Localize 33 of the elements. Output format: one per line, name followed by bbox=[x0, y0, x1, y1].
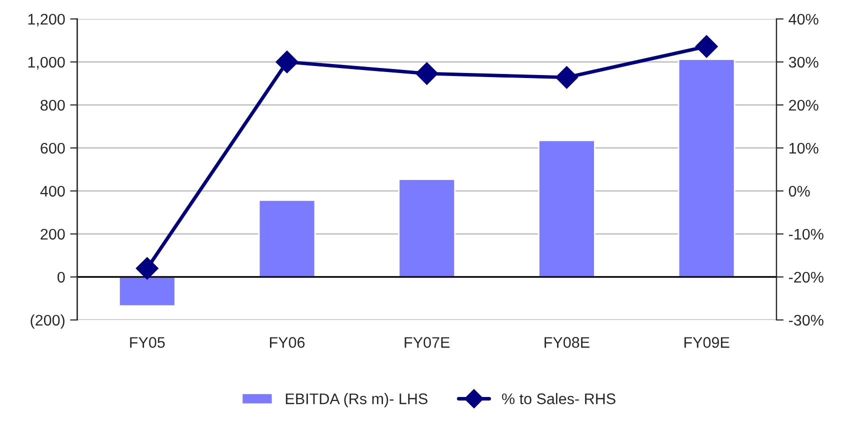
y2-tick-label: 10% bbox=[789, 142, 818, 154]
point bbox=[555, 66, 578, 89]
bar bbox=[398, 178, 456, 278]
bar bbox=[678, 58, 736, 278]
y2-tick-label: 20% bbox=[789, 100, 818, 111]
legend-label: EBITDA (Rs m)- LHS bbox=[286, 393, 428, 408]
y2-tick-label: 0% bbox=[788, 186, 810, 197]
point bbox=[416, 62, 438, 85]
y-tick-label: 200 bbox=[40, 228, 65, 240]
point bbox=[136, 257, 158, 280]
bar bbox=[538, 140, 596, 278]
y2-tick-label: -20% bbox=[788, 272, 824, 283]
x-tick-label: FY06 bbox=[270, 337, 305, 348]
y-tick-label: 600 bbox=[40, 142, 65, 154]
y-tick-label: 800 bbox=[40, 100, 65, 111]
point bbox=[695, 35, 718, 58]
x-tick-label: FY05 bbox=[130, 337, 165, 348]
y-tick-label: 1,200 bbox=[28, 14, 65, 26]
x-tick-label: FY08E bbox=[544, 337, 590, 348]
x-tick-label: FY07E bbox=[404, 337, 450, 348]
y-tick-label: 1,000 bbox=[28, 56, 65, 70]
bar bbox=[118, 276, 176, 307]
bar bbox=[258, 200, 316, 278]
y2-tick-label: 40% bbox=[788, 14, 818, 25]
y2-tick-label: -30% bbox=[788, 314, 824, 326]
y-tick-label: (200) bbox=[30, 314, 64, 329]
legend-label: % to Sales- RHS bbox=[502, 393, 616, 404]
point bbox=[276, 50, 298, 74]
y-tick-label: 400 bbox=[40, 186, 65, 197]
y2-tick-label: 30% bbox=[788, 56, 818, 68]
y2-tick-label: -10% bbox=[788, 228, 824, 240]
x-tick-label: FY09E bbox=[684, 337, 730, 348]
y-tick-label: 0 bbox=[58, 272, 65, 283]
